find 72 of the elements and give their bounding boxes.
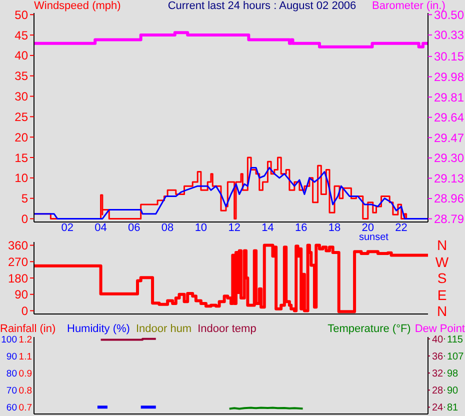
- y3-tick-label: 90: [447, 386, 459, 397]
- y2-tick-label: 28.79: [434, 212, 464, 226]
- y-tick-label: 1.1: [18, 351, 32, 362]
- x-tick-label: 06: [128, 222, 140, 234]
- y-tick-label: 45: [14, 28, 28, 42]
- y-tick-label: 1.2: [18, 334, 32, 346]
- text: N: [436, 237, 448, 253]
- x-tick-label: 02: [61, 222, 74, 234]
- y2-tick-label: 30.33: [434, 28, 464, 42]
- chart-title: Current last 24 hours : August 02 2006: [168, 0, 356, 13]
- x-tick-label: 18: [328, 222, 341, 234]
- x-tick-label: 08: [161, 222, 174, 234]
- line-series: [34, 166, 428, 220]
- y-axis-title: Rainfall (in): [0, 323, 56, 336]
- text: Humidity (%): [67, 323, 130, 335]
- text: E: [437, 286, 447, 302]
- y3-tick-label: 115: [447, 334, 464, 346]
- y3-tick-label: 98: [447, 368, 459, 380]
- y-tick-label: 10: [14, 171, 28, 186]
- text: N: [436, 303, 448, 319]
- legend-label: Indoor hum: [136, 323, 192, 335]
- y2-tick-label: 29.30: [434, 151, 464, 166]
- y-tick-label: 0.8: [18, 385, 32, 396]
- y3-tick-label: 107: [447, 352, 464, 363]
- y-tick-label: 0: [21, 304, 28, 318]
- y-tick-label: 90: [14, 288, 28, 302]
- y2-tick-label: 29.47: [434, 130, 464, 145]
- x-tick-label: 14: [262, 222, 274, 234]
- y-tick-label: 70: [6, 385, 17, 396]
- y-tick-label: 40: [14, 48, 28, 63]
- y2-tick-label: 29.13: [434, 171, 464, 186]
- y-tick-label: 180: [8, 271, 28, 286]
- y2-tick-label: 30.15: [434, 50, 464, 64]
- y-tick-label: 0.9: [18, 368, 32, 380]
- y-tick-label: 360: [8, 238, 28, 253]
- y-tick-label: 30: [14, 90, 28, 104]
- y2-tick-label: 29.64: [434, 110, 464, 125]
- y2-tick-label: 36: [432, 352, 444, 362]
- text: Indoor temp: [198, 323, 256, 335]
- y-tick-label: 270: [8, 254, 28, 269]
- y-tick-label: 0.7: [18, 402, 32, 414]
- y-tick-label: 35: [14, 69, 28, 84]
- y2-tick-label: 40: [432, 334, 444, 346]
- y2-tick-label: 28.96: [434, 192, 464, 206]
- y2-tick-label: 29.81: [434, 90, 464, 104]
- y2-tick-label: 28: [432, 386, 444, 397]
- y2-tick-label: 29.98: [434, 70, 464, 84]
- y-tick-label: 80: [6, 368, 17, 380]
- y-tick-label: 15: [14, 150, 28, 165]
- y-tick-label: 90: [6, 351, 17, 362]
- y3-tick-label: 81: [447, 402, 459, 414]
- y-tick-label: 60: [6, 402, 17, 414]
- y-axis-title: Windspeed (mph): [34, 0, 121, 13]
- y2-tick-label: 32: [432, 368, 444, 380]
- x-tick-label: 16: [294, 222, 308, 234]
- x-tick-label: 10: [194, 222, 208, 234]
- x-tick-label: 12: [228, 222, 240, 234]
- y-tick-label: 5: [21, 192, 28, 206]
- y-tick-label: 0: [21, 212, 28, 226]
- y-tick-label: 25: [14, 110, 28, 124]
- y-tick-label: 20: [14, 130, 28, 144]
- x-tick-label: 22: [395, 222, 408, 234]
- x-tick-label: 04: [94, 222, 107, 234]
- y-tick-label: 100: [1, 334, 17, 346]
- text: S: [437, 270, 447, 286]
- x-tick-label: 20: [362, 222, 374, 234]
- annotation: sunset: [359, 232, 388, 243]
- y2-tick-label: 24: [432, 402, 444, 414]
- text: Temperature (°F): [328, 323, 411, 335]
- legend-label: Dew Point: [414, 323, 465, 335]
- text: W: [435, 254, 449, 270]
- y-tick-label: 50: [14, 8, 28, 22]
